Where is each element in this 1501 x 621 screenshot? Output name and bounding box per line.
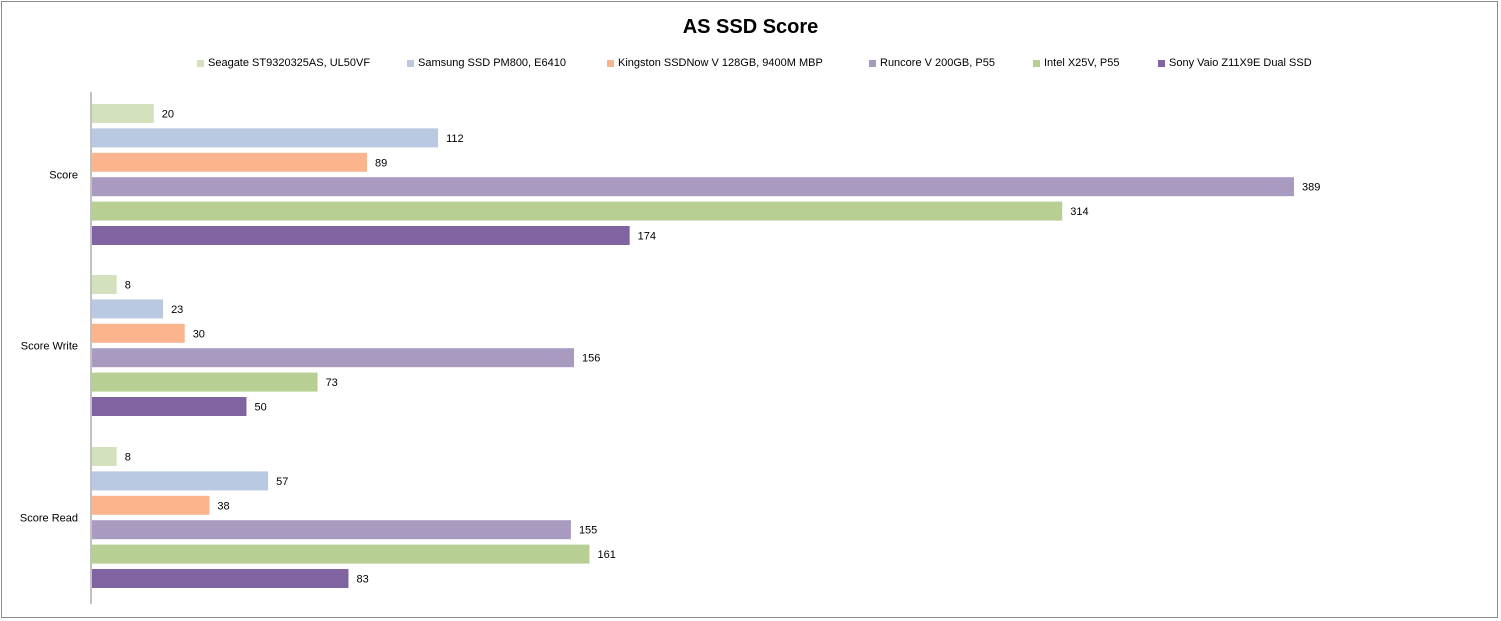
data-label: 23 <box>171 304 183 316</box>
data-label: 73 <box>326 377 338 389</box>
bar <box>92 128 439 148</box>
bar <box>92 520 571 540</box>
category-label: Score Write <box>21 341 78 353</box>
bar <box>92 275 117 294</box>
legend-label: Seagate ST9320325AS, UL50VF <box>208 57 371 69</box>
legend-item: Intel X25V, P55 <box>1033 57 1119 69</box>
data-label: 161 <box>597 549 615 561</box>
chart-legend: Seagate ST9320325AS, UL50VF Samsung SSD P… <box>2 57 1499 73</box>
bar <box>92 397 247 416</box>
bar <box>92 323 185 343</box>
legend-label: Kingston SSDNow V 128GB, 9400M MBP <box>618 57 823 69</box>
legend-item: Runcore V 200GB, P55 <box>869 57 995 69</box>
legend-swatch <box>1158 59 1165 67</box>
bar <box>92 372 318 392</box>
legend-swatch <box>1033 59 1040 67</box>
legend-swatch <box>607 59 614 67</box>
data-label: 174 <box>638 231 656 243</box>
data-label: 156 <box>582 353 600 365</box>
bar <box>92 299 164 319</box>
data-label: 155 <box>579 525 597 537</box>
legend-item: Kingston SSDNow V 128GB, 9400M MBP <box>607 57 823 69</box>
data-label: 30 <box>193 328 205 340</box>
legend-item: Samsung SSD PM800, E6410 <box>407 57 566 69</box>
bar <box>92 152 368 172</box>
data-label: 314 <box>1070 206 1088 218</box>
legend-item: Seagate ST9320325AS, UL50VF <box>197 57 370 69</box>
data-label: 112 <box>446 133 464 145</box>
data-label: 8 <box>125 280 131 292</box>
data-label: 20 <box>162 109 174 121</box>
legend-item: Sony Vaio Z11X9E Dual SSD <box>1158 57 1312 69</box>
bar <box>92 544 590 564</box>
chart-title: AS SSD Score <box>682 16 819 38</box>
legend-label: Intel X25V, P55 <box>1044 57 1120 69</box>
legend-label: Runcore V 200GB, P55 <box>880 57 995 69</box>
data-label: 38 <box>217 500 229 512</box>
legend-label: Sony Vaio Z11X9E Dual SSD <box>1169 57 1312 69</box>
data-label: 83 <box>356 574 368 586</box>
data-label: 50 <box>254 402 266 414</box>
data-label: 389 <box>1302 182 1320 194</box>
legend-swatch <box>197 59 204 67</box>
bar <box>92 104 154 123</box>
bar <box>92 348 575 368</box>
bar <box>92 569 349 588</box>
bar <box>92 177 1294 197</box>
bar <box>92 226 630 245</box>
category-label: Score Read <box>20 513 78 525</box>
data-label: 89 <box>375 157 387 169</box>
category-label: Score <box>49 170 78 182</box>
legend-label: Samsung SSD PM800, E6410 <box>418 57 566 69</box>
bar <box>92 201 1063 221</box>
data-label: 57 <box>276 476 288 488</box>
bar <box>92 447 117 466</box>
legend-swatch <box>407 59 414 67</box>
bar <box>92 495 210 515</box>
legend-swatch <box>869 59 876 67</box>
bar <box>92 471 269 491</box>
data-label: 8 <box>125 452 131 464</box>
